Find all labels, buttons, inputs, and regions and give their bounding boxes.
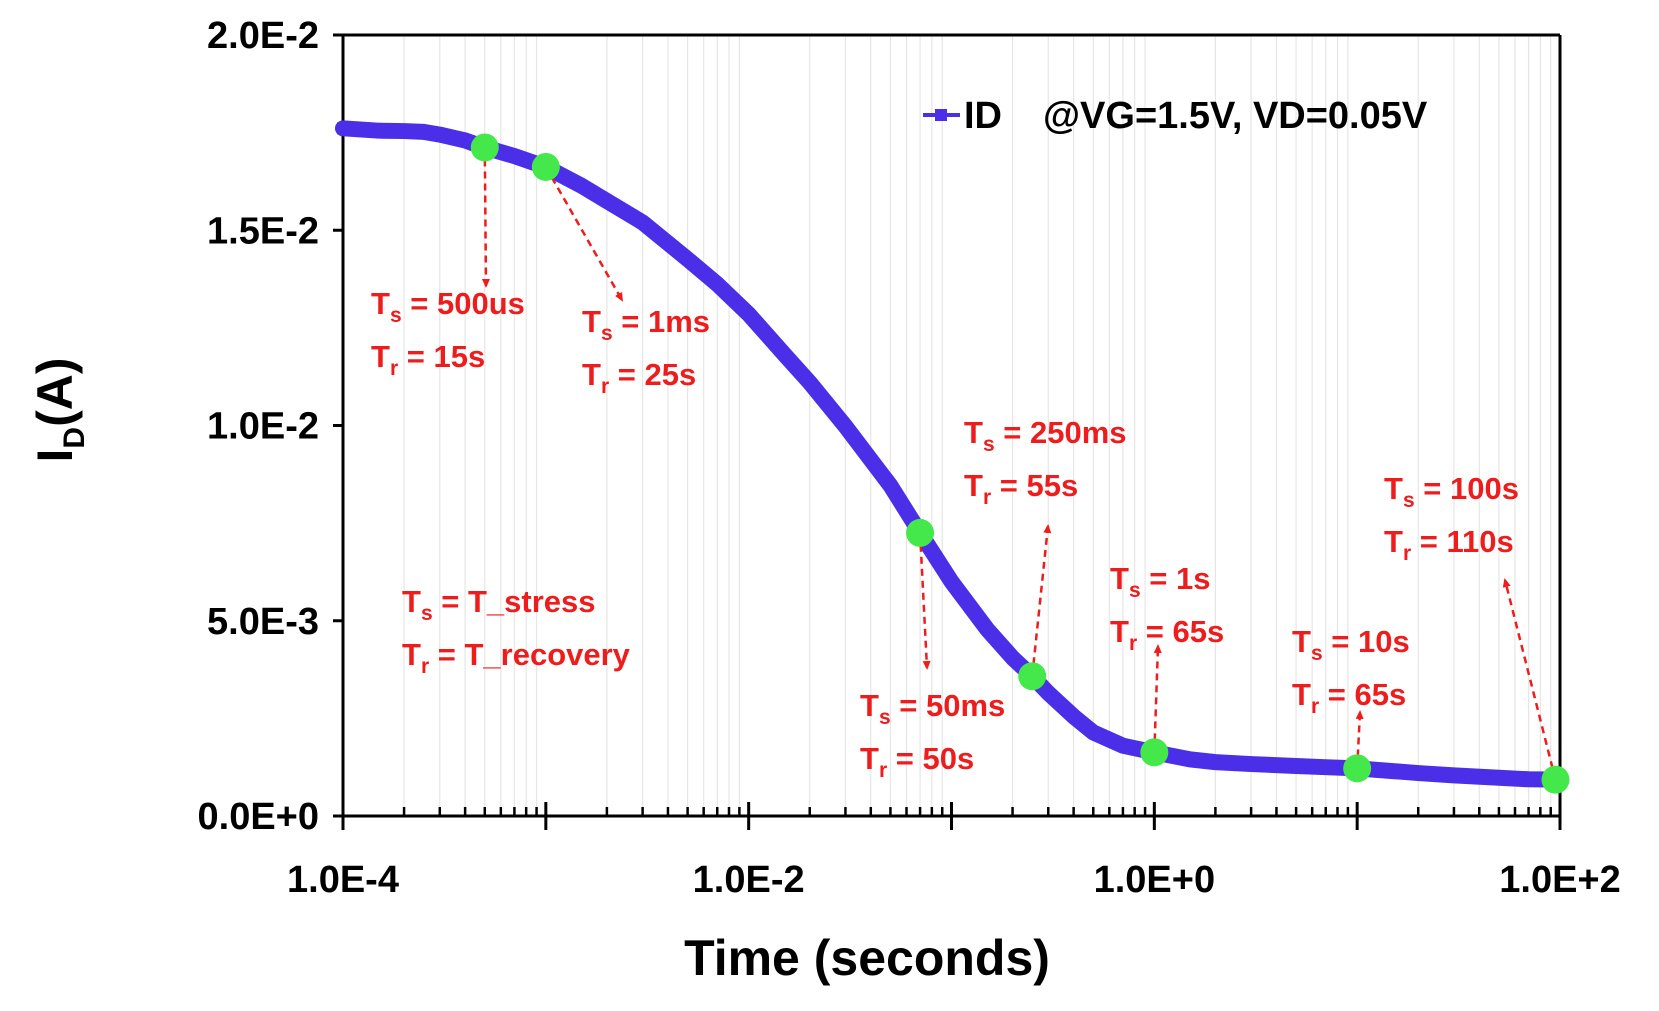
y-axis-title: ID(A) (27, 358, 91, 463)
annotation-ts: Ts = 250ms (964, 415, 1127, 456)
y-tick-label: 5.0E-3 (207, 601, 319, 643)
legend-series-name: ID (964, 95, 1002, 137)
legend-marker (935, 109, 947, 121)
annotation-ts: Ts = 1ms (582, 304, 710, 345)
tick-labels: 1.0E-4 1.0E-2 1.0E+0 1.0E+2 0.0E+0 5.0E-3 1.0E… (198, 15, 1621, 901)
annotation-tr: Tr = 65s (1292, 677, 1406, 718)
annotation-ts: Ts = 500us (371, 286, 525, 327)
series-line-ID (335, 120, 1568, 788)
annotation-key-ts: Ts = T_stress (402, 584, 596, 625)
legend-condition: @VG=1.5V, VD=0.05V (1043, 95, 1428, 137)
annotation-arrow (544, 166, 624, 302)
annotation-arrow (1502, 578, 1557, 780)
annotation-ts: Ts = 1s (1110, 561, 1210, 602)
series-marker (337, 122, 349, 135)
legend: ID @VG=1.5V, VD=0.05V (923, 95, 1428, 137)
series-marker (398, 125, 411, 138)
highlight-point (1140, 738, 1169, 767)
annotation-key-tr: Tr = T_recovery (402, 637, 631, 678)
x-tick-label: 1.0E-4 (287, 859, 399, 901)
annotation-tr: Tr = 15s (371, 339, 485, 380)
series-marker (372, 124, 385, 137)
annotation-arrow (1030, 524, 1052, 677)
highlight-point (470, 133, 499, 162)
series-id (335, 120, 1568, 788)
highlight-point (1343, 754, 1372, 783)
x-tick-label: 1.0E-2 (693, 859, 805, 901)
y-tick-label: 1.5E-2 (207, 210, 319, 252)
series-marker (417, 125, 430, 138)
highlight-points (470, 133, 1570, 794)
grid (403, 35, 1552, 816)
x-axis-title: Time (seconds) (684, 930, 1050, 986)
annotation-tr: Tr = 110s (1384, 524, 1514, 565)
series-marker (433, 128, 446, 141)
annotation-tr: Tr = 25s (582, 357, 696, 398)
annotation-ts: Ts = 50ms (860, 688, 1005, 729)
highlight-point (531, 152, 560, 181)
axes (333, 33, 1562, 830)
y-tick-label: 0.0E+0 (198, 796, 320, 838)
annotation-tr: Tr = 50s (860, 741, 974, 782)
x-tick-label: 1.0E+2 (1499, 859, 1621, 901)
annotations: Ts = 500us Tr = 15s Ts = 1ms Tr = 25s Ts… (371, 286, 1519, 782)
series-marker (459, 134, 472, 147)
annotation-arrow (918, 532, 931, 670)
y-tick-label: 1.0E-2 (207, 406, 319, 448)
annotation-tr: Tr = 65s (1110, 614, 1224, 655)
annotation-arrow (1153, 644, 1162, 753)
annotation-ts: Ts = 100s (1384, 471, 1519, 512)
annotation-arrow (1355, 710, 1364, 769)
annotation-ts: Ts = 10s (1292, 624, 1410, 665)
highlight-point (906, 518, 935, 547)
y-tick-label: 2.0E-2 (207, 15, 319, 57)
annotation-tr: Tr = 55s (964, 468, 1078, 509)
highlight-point (1541, 765, 1570, 794)
annotation-arrows (481, 147, 1557, 780)
x-tick-label: 1.0E+0 (1094, 859, 1216, 901)
highlight-point (1018, 662, 1047, 691)
